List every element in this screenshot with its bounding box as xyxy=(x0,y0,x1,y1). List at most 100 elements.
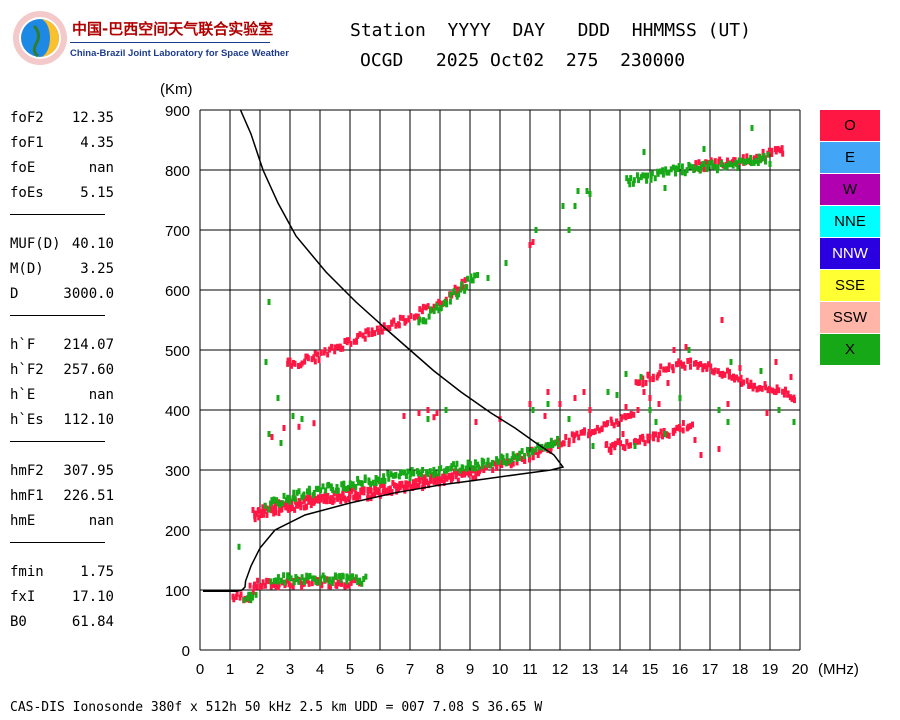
echo-point-o xyxy=(316,496,320,503)
echo-point-o xyxy=(621,443,625,450)
echo-point-x xyxy=(534,227,538,233)
echo-point-o xyxy=(624,414,628,421)
echo-point-o xyxy=(252,584,256,591)
echo-point-o xyxy=(659,428,663,435)
echo-point-x xyxy=(736,164,740,171)
echo-point-x xyxy=(308,572,312,579)
echo-point-x xyxy=(383,477,387,484)
echo-point-x xyxy=(642,149,646,155)
echo-point-x xyxy=(631,180,635,187)
echo-point-x xyxy=(685,167,689,174)
echo-point-o xyxy=(347,337,351,344)
echo-point-o xyxy=(737,376,741,383)
param-name: B0 xyxy=(10,614,27,630)
echo-point-o xyxy=(689,357,693,364)
echo-point-x xyxy=(548,442,552,449)
echo-point-x xyxy=(665,169,669,176)
echo-point-x xyxy=(713,164,717,171)
param-separator xyxy=(10,315,105,316)
echo-point-x xyxy=(306,488,310,495)
echo-point-x xyxy=(650,170,654,177)
echo-point-o xyxy=(253,510,257,517)
legend-item-sse: SSE xyxy=(820,270,880,301)
echo-point-x xyxy=(374,475,378,482)
echo-point-o xyxy=(462,468,466,475)
echo-point-x xyxy=(515,455,519,462)
echo-point-x xyxy=(278,501,282,508)
echo-point-o xyxy=(325,576,329,583)
y-tick-label: 300 xyxy=(165,463,190,480)
echo-point-x xyxy=(648,407,652,413)
y-tick-label: 0 xyxy=(182,643,190,660)
echo-point-o xyxy=(756,385,760,392)
echo-point-o xyxy=(400,480,404,487)
param-row: hmF2 307.95 xyxy=(10,461,140,486)
echo-point-x xyxy=(351,481,355,488)
echo-point-o xyxy=(718,156,722,163)
echo-point-x xyxy=(504,460,508,467)
echo-point-x xyxy=(576,188,580,194)
echo-point-o xyxy=(726,367,730,374)
echo-point-x xyxy=(450,463,454,470)
echo-point-o xyxy=(465,468,469,475)
echo-point-o xyxy=(461,284,465,291)
echo-point-x xyxy=(409,470,413,477)
param-name: foE xyxy=(10,160,36,176)
echo-point-o xyxy=(320,582,324,589)
echo-point-x xyxy=(490,459,494,466)
param-value: 3000.0 xyxy=(63,286,114,302)
echo-point-o xyxy=(362,489,366,496)
echo-point-x xyxy=(661,167,665,174)
echo-point-o xyxy=(265,577,269,584)
echo-point-x xyxy=(706,164,710,171)
echo-point-o xyxy=(635,438,639,445)
echo-point-x xyxy=(264,359,268,365)
echo-point-o xyxy=(627,442,631,449)
echo-point-o xyxy=(251,589,255,596)
echo-point-x xyxy=(707,160,711,167)
echo-point-o xyxy=(327,583,331,590)
echo-point-o xyxy=(248,582,252,589)
param-name: h`F2 xyxy=(10,362,44,378)
echo-point-x xyxy=(282,492,286,499)
echo-point-x xyxy=(460,281,464,288)
echo-point-o xyxy=(348,491,352,498)
echo-point-x xyxy=(747,157,751,164)
echo-point-o xyxy=(786,390,790,397)
echo-point-x xyxy=(351,573,355,580)
echo-point-o xyxy=(307,580,311,587)
legend-item-o: O xyxy=(820,110,880,141)
echo-point-o xyxy=(306,494,310,501)
echo-point-o xyxy=(426,303,430,310)
echo-point-o xyxy=(270,434,274,440)
echo-point-o xyxy=(427,482,431,489)
electron-density-profile xyxy=(203,109,565,592)
echo-point-o xyxy=(343,583,347,590)
legend-item-w: W xyxy=(820,174,880,205)
echo-point-x xyxy=(432,466,436,473)
echo-point-x xyxy=(471,277,475,284)
echo-point-o xyxy=(296,363,300,370)
echo-point-o xyxy=(392,482,396,489)
echo-point-x xyxy=(426,416,430,422)
echo-point-o xyxy=(672,347,676,353)
x-tick-label: 14 xyxy=(612,661,629,678)
echo-point-x xyxy=(272,496,276,503)
echo-point-o xyxy=(329,344,333,351)
echo-point-o xyxy=(239,591,243,598)
echo-point-o xyxy=(609,449,613,455)
echo-point-x xyxy=(286,573,290,580)
echo-point-x xyxy=(297,578,301,585)
echo-point-o xyxy=(625,439,629,446)
echo-point-o xyxy=(718,371,722,378)
echo-point-o xyxy=(390,488,394,495)
echo-point-x xyxy=(340,481,344,488)
echo-point-o xyxy=(623,445,627,452)
echo-point-o xyxy=(252,581,256,588)
echo-point-x xyxy=(567,227,571,233)
echo-point-o xyxy=(325,498,329,505)
echo-point-o xyxy=(312,354,316,361)
echo-point-x xyxy=(615,392,619,398)
echo-point-o xyxy=(288,506,292,513)
echo-point-x xyxy=(279,440,283,446)
